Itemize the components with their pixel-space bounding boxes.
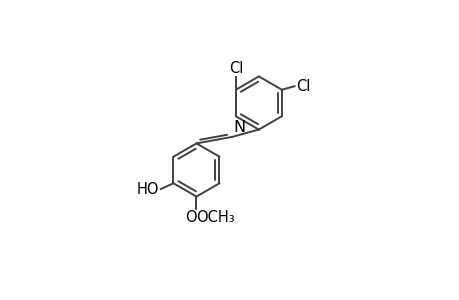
Text: O: O (185, 210, 196, 225)
Text: Cl: Cl (228, 61, 242, 76)
Text: Cl: Cl (295, 79, 309, 94)
Text: N: N (233, 120, 245, 135)
Text: HO: HO (137, 182, 159, 196)
Text: OCH₃: OCH₃ (196, 210, 235, 225)
